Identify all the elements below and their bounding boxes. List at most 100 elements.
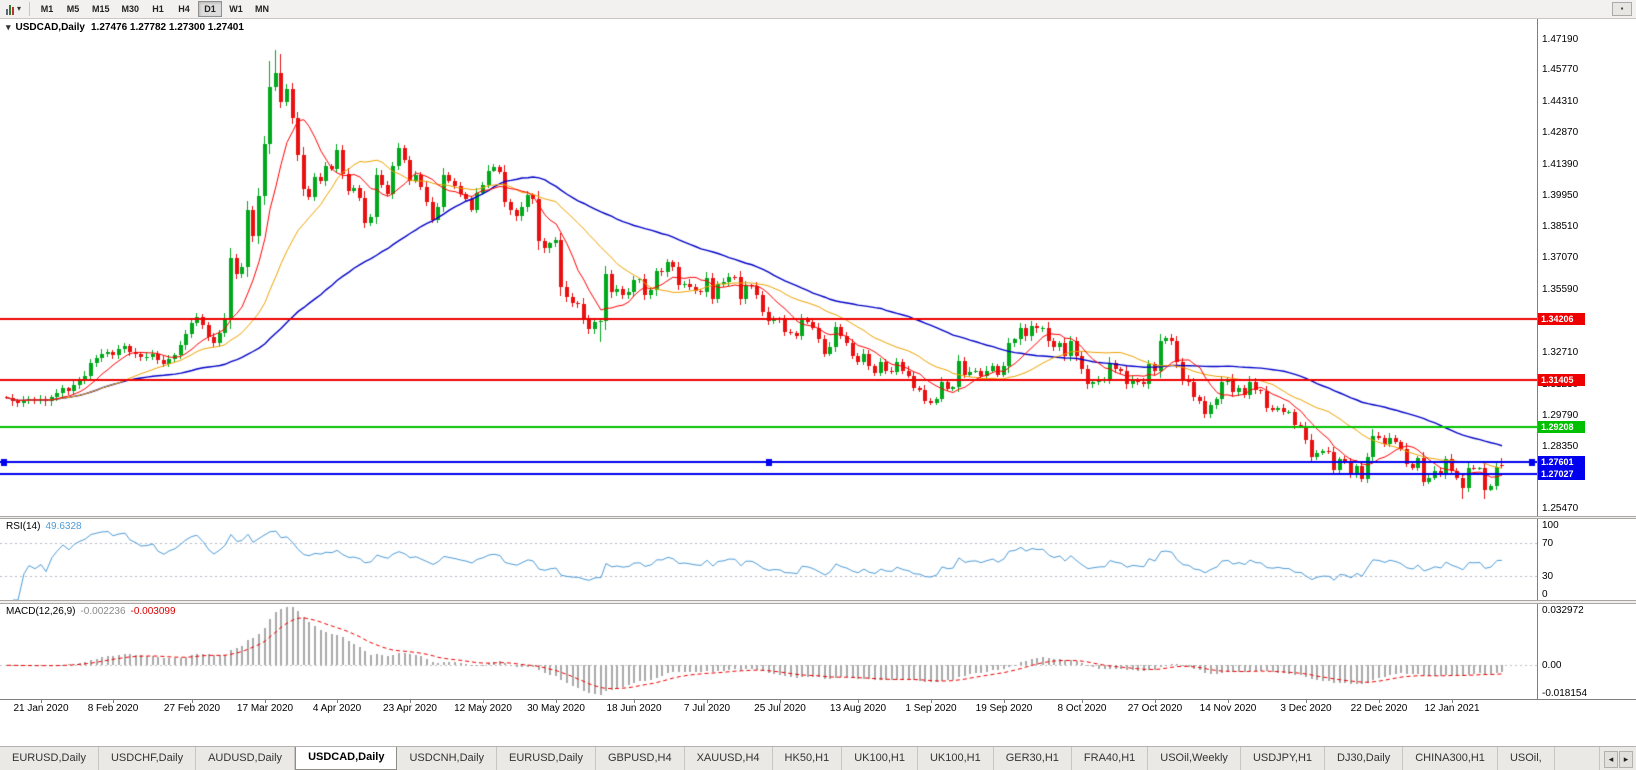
chart-type-button[interactable]: ▾: [2, 1, 25, 17]
tab-dj30-daily[interactable]: DJ30,Daily: [1325, 747, 1404, 770]
date-axis-label: 8 Oct 2020: [1057, 703, 1107, 714]
date-axis-label: 8 Feb 2020: [87, 703, 139, 714]
price-line-tag: 1.34206: [1538, 313, 1585, 325]
tab-hk50-h1[interactable]: HK50,H1: [773, 747, 843, 770]
tab-usoil-weekly[interactable]: USOil,Weekly: [1148, 747, 1241, 770]
timeframe-m15-button[interactable]: M15: [87, 1, 115, 17]
rsi-label: RSI(14) 49.6328: [6, 521, 82, 532]
timeframe-m1-button[interactable]: M1: [35, 1, 59, 17]
date-tick: [192, 700, 193, 703]
date-tick: [41, 700, 42, 703]
tab-china300-h1[interactable]: CHINA300,H1: [1403, 747, 1498, 770]
tab-uk100-h1[interactable]: UK100,H1: [918, 747, 994, 770]
date-tick: [707, 700, 708, 703]
price-axis-label: 1.41390: [1542, 159, 1579, 170]
date-axis-label: 13 Aug 2020: [829, 703, 887, 714]
date-tick: [858, 700, 859, 703]
chart-ohlc-label: 1.27476 1.27782 1.27300 1.27401: [91, 22, 244, 33]
tab-audusd-daily[interactable]: AUDUSD,Daily: [196, 747, 296, 770]
date-axis: 21 Jan 2020 8 Feb 2020 27 Feb 2020 17 Mar 2…: [0, 699, 1636, 715]
date-tick: [780, 700, 781, 703]
tab-ger30-h1[interactable]: GER30,H1: [994, 747, 1072, 770]
macd-canvas[interactable]: [0, 604, 1537, 699]
price-axis-label: 1.47190: [1542, 34, 1579, 45]
one-click-trading-arrow-icon[interactable]: ▾: [6, 22, 11, 32]
tab-usdchf-daily[interactable]: USDCHF,Daily: [99, 747, 197, 770]
date-tick: [1379, 700, 1380, 703]
chart-title: ▾ USDCAD,Daily 1.27476 1.27782 1.27300 1.2…: [6, 22, 244, 33]
date-tick: [556, 700, 557, 703]
main-chart-panel: ▾ USDCAD,Daily 1.27476 1.27782 1.27300 1.2…: [0, 19, 1537, 516]
date-tick: [931, 700, 932, 703]
rsi-axis-label: 70: [1542, 538, 1554, 549]
rsi-panel: RSI(14) 49.6328: [0, 519, 1537, 600]
tab-uk100-h1[interactable]: UK100,H1: [842, 747, 918, 770]
date-tick: [337, 700, 338, 703]
date-axis-label: 3 Dec 2020: [1280, 703, 1332, 714]
timeframe-m30-button[interactable]: M30: [117, 1, 145, 17]
price-line-tag: 1.31405: [1538, 374, 1585, 386]
macd-name: MACD(12,26,9): [6, 606, 76, 617]
tab-usdcad-daily[interactable]: USDCAD,Daily: [295, 747, 398, 770]
date-axis-label: 25 Jul 2020: [754, 703, 806, 714]
tab-scroll-left-button[interactable]: ◂: [1604, 750, 1618, 768]
timeframe-h4-button[interactable]: H4: [172, 1, 196, 17]
date-tick: [1004, 700, 1005, 703]
price-axis: 1.47190 1.45770 1.44310 1.42870 1.41390 1.399…: [1537, 19, 1636, 699]
dropdown-caret-icon: ▾: [17, 4, 22, 13]
price-axis-label: 1.38510: [1542, 221, 1579, 232]
macd-signal-value: -0.003099: [130, 606, 176, 617]
tab-usdjpy-h1[interactable]: USDJPY,H1: [1241, 747, 1326, 770]
date-axis-label: 27 Feb 2020: [163, 703, 221, 714]
date-tick: [265, 700, 266, 703]
rsi-axis-label: 0: [1542, 589, 1548, 600]
date-axis-label: 12 Jan 2021: [1424, 703, 1480, 714]
price-axis-label: 1.25470: [1542, 503, 1579, 514]
date-axis-label: 30 May 2020: [527, 703, 585, 714]
toolbar-corner-button[interactable]: ▪: [1612, 2, 1632, 16]
price-axis-label: 1.44310: [1542, 96, 1579, 107]
date-axis-label: 18 Jun 2020: [606, 703, 662, 714]
timeframe-m5-button[interactable]: M5: [61, 1, 85, 17]
price-axis-label: 1.42870: [1542, 127, 1579, 138]
price-axis-label: 1.39950: [1542, 190, 1579, 201]
panel-splitter[interactable]: [0, 516, 1636, 519]
tab-eurusd-daily[interactable]: EURUSD,Daily: [497, 747, 596, 770]
main-chart-canvas[interactable]: [0, 19, 1537, 516]
rsi-axis-label: 100: [1542, 520, 1559, 531]
panel-splitter[interactable]: [0, 600, 1636, 604]
macd-axis-label: 0.00: [1542, 660, 1562, 671]
chart-tabs: EURUSD,Daily USDCHF,Daily AUDUSD,Daily USDC…: [0, 747, 1555, 770]
scroll-left-icon: ◂: [1608, 754, 1614, 764]
macd-axis-label: 0.032972: [1542, 605, 1584, 616]
date-tick: [1306, 700, 1307, 703]
rsi-name: RSI(14): [6, 521, 41, 532]
tab-fra40-h1[interactable]: FRA40,H1: [1072, 747, 1149, 770]
macd-main-value: -0.002236: [80, 606, 126, 617]
tab-gbpusd-h4[interactable]: GBPUSD,H4: [596, 747, 685, 770]
rsi-canvas[interactable]: [0, 519, 1537, 600]
tab-usoil[interactable]: USOil,: [1498, 747, 1555, 770]
macd-panel: MACD(12,26,9) -0.002236 -0.003099: [0, 604, 1537, 699]
date-axis-label: 4 Apr 2020: [312, 703, 362, 714]
tab-scroll-right-button[interactable]: ▸: [1619, 750, 1633, 768]
price-axis-label: 1.28350: [1542, 441, 1579, 452]
tab-xauusd-h4[interactable]: XAUUSD,H4: [685, 747, 773, 770]
corner-icon: ▪: [1620, 4, 1624, 13]
timeframe-buttons: M1 M5 M15 M30 H1 H4 D1 W1 MN: [34, 1, 275, 17]
date-axis-label: 14 Nov 2020: [1199, 703, 1257, 714]
timeframe-d1-button[interactable]: D1: [198, 1, 223, 17]
date-tick: [113, 700, 114, 703]
timeframe-mn-button[interactable]: MN: [250, 1, 274, 17]
price-axis-label: 1.35590: [1542, 284, 1579, 295]
chart-symbol-label: USDCAD,Daily: [15, 22, 85, 33]
tab-usdcnh-daily[interactable]: USDCNH,Daily: [397, 747, 498, 770]
date-axis-label: 19 Sep 2020: [975, 703, 1033, 714]
macd-label: MACD(12,26,9) -0.002236 -0.003099: [6, 606, 176, 617]
tab-eurusd-daily[interactable]: EURUSD,Daily: [0, 747, 99, 770]
timeframe-w1-button[interactable]: W1: [224, 1, 248, 17]
date-tick: [483, 700, 484, 703]
date-axis-label: 7 Jul 2020: [683, 703, 731, 714]
date-tick: [1228, 700, 1229, 703]
timeframe-h1-button[interactable]: H1: [146, 1, 170, 17]
